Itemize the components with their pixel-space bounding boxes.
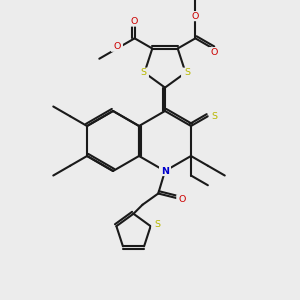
Text: O: O [211, 48, 218, 57]
FancyBboxPatch shape [189, 11, 201, 21]
FancyBboxPatch shape [176, 194, 188, 205]
FancyBboxPatch shape [129, 16, 141, 27]
FancyBboxPatch shape [159, 166, 171, 176]
Text: O: O [113, 42, 121, 51]
FancyBboxPatch shape [181, 68, 193, 78]
Text: O: O [178, 195, 186, 204]
Text: O: O [192, 12, 199, 21]
FancyBboxPatch shape [137, 68, 149, 78]
Text: O: O [131, 17, 138, 26]
Text: S: S [154, 220, 160, 229]
Text: S: S [212, 112, 218, 121]
FancyBboxPatch shape [151, 220, 163, 230]
Text: S: S [184, 68, 190, 77]
FancyBboxPatch shape [111, 42, 123, 52]
FancyBboxPatch shape [209, 111, 221, 121]
Text: S: S [140, 68, 146, 77]
FancyBboxPatch shape [208, 47, 220, 57]
Text: N: N [161, 167, 169, 176]
